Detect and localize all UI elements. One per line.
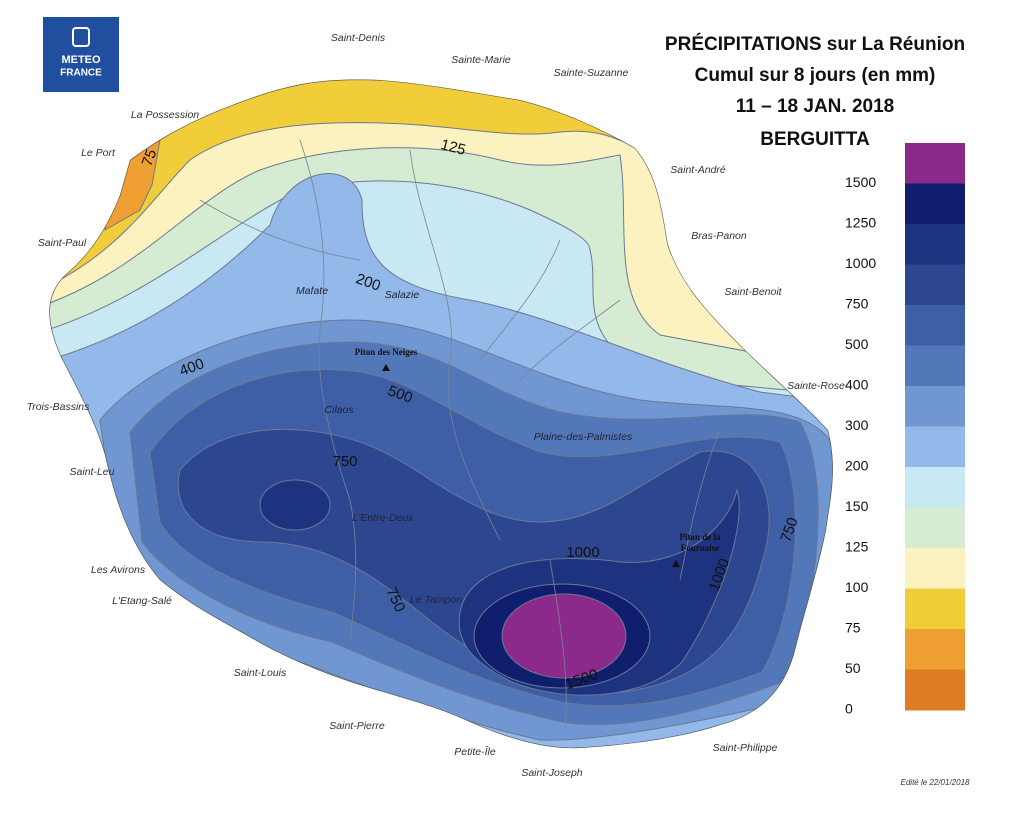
legend-label: 150 <box>845 498 869 514</box>
band <box>259 479 331 531</box>
summit-marker <box>672 560 680 567</box>
legend-swatch <box>905 183 965 225</box>
summit-marker <box>382 364 390 371</box>
place-label: Sainte-Suzanne <box>554 67 629 79</box>
legend-label: 1250 <box>845 215 876 231</box>
place-label: Saint-Benoit <box>724 286 782 298</box>
legend-swatch <box>905 629 965 670</box>
logo-text: METEO <box>61 54 101 66</box>
place-label: Saint-André <box>670 164 726 176</box>
contour-label: 750 <box>332 453 357 470</box>
legend-label: 75 <box>845 620 861 636</box>
legend-label: 300 <box>845 417 869 433</box>
legend-swatch <box>905 264 965 306</box>
title-line: Cumul sur 8 jours (en mm) <box>695 65 936 86</box>
legend-swatch <box>905 467 965 508</box>
legend-label: 1500 <box>845 174 876 190</box>
footer: Edité le 22/01/2018 <box>901 778 970 787</box>
legend-label: 0 <box>845 701 853 717</box>
interior-label: Le Tampon <box>410 594 462 606</box>
legend-swatch <box>905 143 965 184</box>
place-label: Trois-Bassins <box>27 401 91 413</box>
legend-swatch <box>905 507 965 549</box>
place-label: Le Port <box>81 147 116 159</box>
logo-icon <box>72 27 90 47</box>
interior-label: L'Entre-Deux <box>353 512 415 524</box>
interior-label: Salazie <box>385 289 420 301</box>
legend-swatch <box>905 426 965 468</box>
coastline <box>49 79 833 749</box>
place-label: Sainte-Marie <box>451 54 511 66</box>
legend-swatch <box>905 548 965 589</box>
legend-label: 400 <box>845 377 869 393</box>
place-label: Saint-Paul <box>38 237 87 249</box>
contour-label: 125 <box>439 136 468 159</box>
logo-box <box>43 17 119 92</box>
legend-label: 750 <box>845 296 869 312</box>
place-label: Saint-Denis <box>331 32 386 44</box>
place-label: La Possession <box>131 109 199 121</box>
legend-swatch <box>905 669 965 711</box>
interior-label: Plaine-des-Palmistes <box>534 431 633 443</box>
legend-label: 100 <box>845 579 869 595</box>
legend-label: 200 <box>845 458 869 474</box>
title-line: BERGUITTA <box>760 129 870 150</box>
legend-label: 500 <box>845 336 869 352</box>
title-line: 11 – 18 JAN. 2018 <box>736 96 894 117</box>
legend-label: 1000 <box>845 255 876 271</box>
summit-label: Fournaise <box>681 543 720 553</box>
contour-label: 75 <box>139 147 161 168</box>
legend-swatch <box>905 386 965 427</box>
place-label: Saint-Leu <box>70 466 115 478</box>
place-label: Saint-Joseph <box>521 767 582 779</box>
rivers <box>199 139 721 731</box>
place-label: Sainte-Rose <box>787 380 845 392</box>
summit-label: Piton de la <box>679 532 721 542</box>
place-label: Bras-Panon <box>691 230 747 242</box>
logo-text: FRANCE <box>60 68 102 79</box>
place-label: Saint-Philippe <box>713 742 778 754</box>
legend: 1500125010007505004003002001501251007550… <box>845 143 965 717</box>
legend-label: 125 <box>845 539 869 555</box>
interior-label: Cilaos <box>324 404 354 416</box>
legend-swatch <box>905 224 965 265</box>
summit-label: Piton des Neiges <box>355 347 418 357</box>
title-line: PRÉCIPITATIONS sur La Réunion <box>665 33 965 55</box>
place-label: Saint-Pierre <box>329 720 385 732</box>
legend-swatch <box>905 305 965 346</box>
place-label: L'Etang-Salé <box>112 595 172 607</box>
legend-swatch <box>905 588 965 630</box>
band <box>501 593 627 679</box>
interior-label: Mafate <box>296 285 328 297</box>
legend-swatch <box>905 345 965 387</box>
place-label: Saint-Louis <box>234 667 287 679</box>
place-label: Les Avirons <box>91 564 146 576</box>
contour-label: 1000 <box>566 544 599 561</box>
legend-label: 50 <box>845 660 861 676</box>
place-label: Petite-Île <box>454 745 496 758</box>
